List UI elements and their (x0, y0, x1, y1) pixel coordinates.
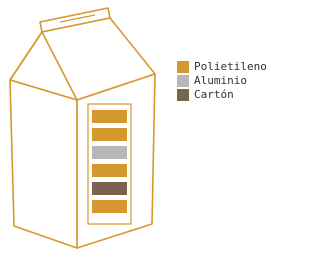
layer (92, 146, 127, 159)
legend-swatch (177, 89, 189, 101)
layer (92, 128, 127, 141)
carton (10, 8, 155, 248)
layer (92, 182, 127, 195)
diagram: Polietileno Aluminio Cartón (0, 0, 278, 254)
layer (92, 200, 127, 213)
legend: Polietileno Aluminio Cartón (177, 60, 267, 101)
legend-label: Aluminio (194, 74, 247, 87)
carton-left-face (10, 80, 77, 248)
legend-label: Cartón (194, 88, 234, 101)
legend-swatch (177, 61, 189, 73)
legend-label: Polietileno (194, 60, 267, 73)
layer (92, 110, 127, 123)
layer (92, 164, 127, 177)
legend-swatch (177, 75, 189, 87)
